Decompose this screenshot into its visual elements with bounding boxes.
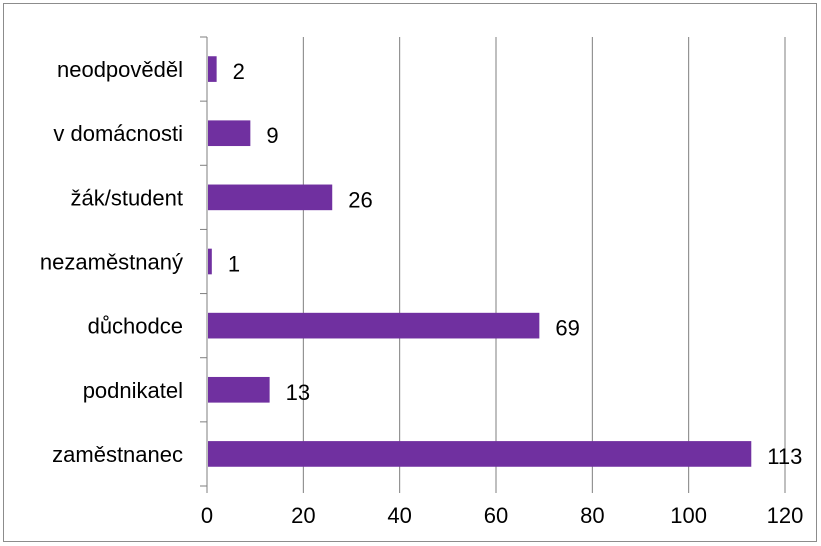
category-label: v domácnosti xyxy=(53,121,183,146)
category-label: žák/student xyxy=(70,185,183,210)
bar-3 xyxy=(208,248,212,275)
bar-1 xyxy=(208,376,270,403)
x-tick-label: 120 xyxy=(767,503,804,528)
data-labels: 113 13 69 1 26 9 2 xyxy=(228,59,803,469)
x-tick-label: 0 xyxy=(201,503,213,528)
tick-labels: 0 20 40 60 80 100 120 xyxy=(201,503,803,528)
x-tick-label: 40 xyxy=(387,503,411,528)
bar-5 xyxy=(208,120,251,147)
bars xyxy=(208,56,752,467)
category-label: nezaměstnaný xyxy=(40,250,183,275)
category-labels: zaměstnanec podnikatel důchodce nezaměstnan… xyxy=(40,57,183,467)
x-tick-label: 100 xyxy=(670,503,707,528)
data-label: 69 xyxy=(555,316,579,341)
data-label: 113 xyxy=(767,444,802,469)
bar-2 xyxy=(208,312,540,339)
bar-4 xyxy=(208,184,333,211)
data-label: 1 xyxy=(228,252,240,277)
data-label: 13 xyxy=(286,380,310,405)
data-label: 9 xyxy=(266,123,278,148)
category-label: zaměstnanec xyxy=(52,442,183,467)
category-label: neodpověděl xyxy=(57,57,183,82)
x-tick-label: 20 xyxy=(291,503,315,528)
category-label: podnikatel xyxy=(83,378,183,403)
category-label: důchodce xyxy=(88,314,183,339)
gridlines xyxy=(302,37,786,486)
bar-6 xyxy=(208,56,217,82)
data-label: 26 xyxy=(348,187,372,212)
x-tick-label: 60 xyxy=(484,503,508,528)
bar-0 xyxy=(208,441,752,467)
x-tick-label: 80 xyxy=(580,503,604,528)
axes xyxy=(200,36,786,493)
data-label: 2 xyxy=(233,59,245,84)
